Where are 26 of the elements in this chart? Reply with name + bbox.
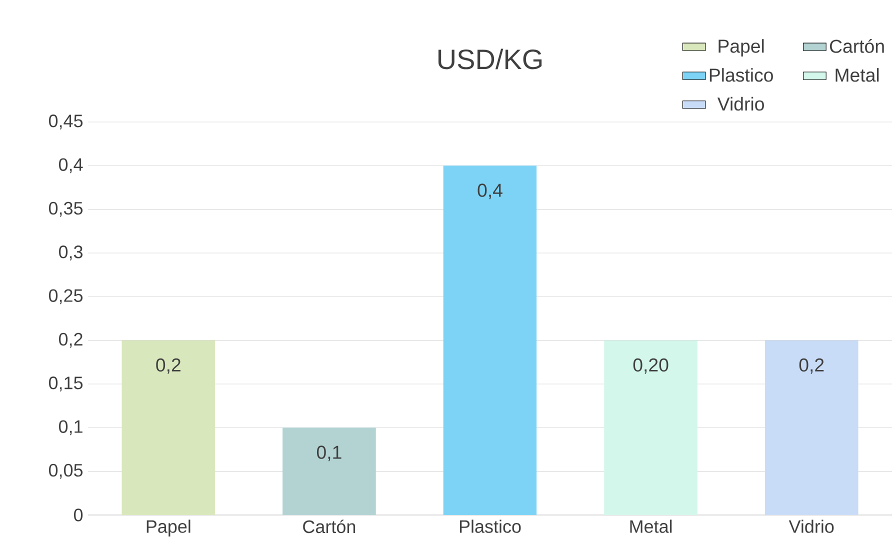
x-tick-label: Plastico bbox=[460, 520, 521, 533]
y-tick-label: 0,35 bbox=[48, 202, 83, 217]
y-tick-label: 0,2 bbox=[58, 332, 82, 348]
y-tick-label: 0 bbox=[74, 508, 83, 522]
data-label: 0,4 bbox=[478, 184, 502, 200]
y-tick-label: 0,15 bbox=[48, 376, 83, 392]
x-tick-label: Metal bbox=[630, 520, 672, 533]
chart-title: USD/KG bbox=[438, 48, 542, 70]
y-tick-label: 0,45 bbox=[48, 114, 83, 130]
legend-label: Vidrio bbox=[717, 96, 764, 111]
x-tick-label: Cartón bbox=[303, 520, 356, 534]
data-label: 0,2 bbox=[156, 358, 180, 374]
data-label: 0,2 bbox=[799, 358, 824, 374]
y-tick-label: 0,1 bbox=[58, 420, 82, 436]
legend-label: Cartón bbox=[830, 38, 884, 53]
legend-label: Metal bbox=[836, 68, 879, 82]
x-tick-label: Papel bbox=[146, 520, 190, 536]
y-tick-label: 0,4 bbox=[58, 158, 83, 174]
data-label: 0,1 bbox=[316, 446, 342, 462]
y-tick-label: 0,3 bbox=[58, 246, 83, 260]
legend-label: Papel bbox=[718, 39, 764, 56]
data-label: 0,20 bbox=[633, 358, 668, 374]
y-tick-label: 0,05 bbox=[48, 464, 83, 479]
y-tick-label: 0,25 bbox=[48, 289, 83, 304]
legend-label: Plastico bbox=[710, 68, 773, 82]
x-tick-label: Vidrio bbox=[788, 520, 834, 533]
